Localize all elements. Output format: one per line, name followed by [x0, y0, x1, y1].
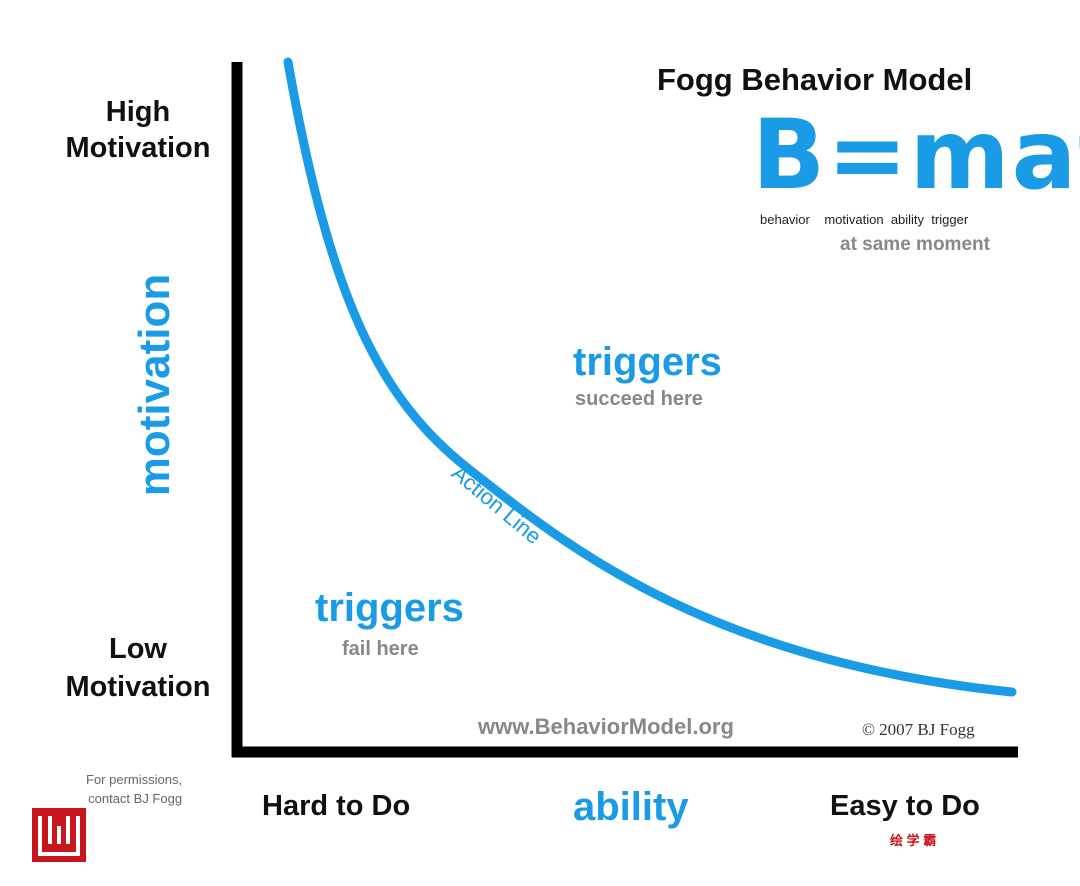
- line: contact BJ Fogg: [88, 791, 183, 806]
- x-right-label: Easy to Do: [830, 790, 980, 822]
- line: Motivation: [65, 671, 211, 703]
- formula-note: at same moment: [840, 234, 990, 255]
- term: ability: [890, 212, 925, 227]
- action-line: [283, 57, 1017, 697]
- line: Low: [109, 633, 167, 665]
- region-title: triggers: [315, 586, 464, 630]
- term: behavior: [760, 212, 810, 227]
- line: For permissions,: [86, 772, 183, 787]
- logo-mark: [38, 816, 80, 856]
- formula-terms: behavior motivation ability trigger: [760, 212, 968, 227]
- x-axis-label: ability: [573, 785, 689, 829]
- term: motivation: [824, 212, 884, 227]
- term: trigger: [931, 212, 969, 227]
- region-subtitle: fail here: [342, 638, 419, 660]
- url: www.BehaviorModel.org: [478, 714, 734, 739]
- line: High: [105, 96, 171, 128]
- region-subtitle: succeed here: [575, 388, 703, 410]
- formula: B=mat: [752, 99, 1080, 211]
- y-bottom-label: Low Motivation: [60, 630, 216, 706]
- y-axis-label: motivation: [130, 273, 179, 497]
- region-title: triggers: [573, 340, 722, 384]
- x-left-label: Hard to Do: [262, 790, 411, 822]
- line: Motivation: [65, 132, 211, 164]
- copyright: © 2007 BJ Fogg: [862, 720, 975, 739]
- watermark: 绘 学 霸: [890, 833, 937, 848]
- permissions: For permissions, contact BJ Fogg: [86, 770, 182, 808]
- y-top-label: High Motivation: [60, 94, 216, 166]
- title: Fogg Behavior Model: [657, 62, 973, 97]
